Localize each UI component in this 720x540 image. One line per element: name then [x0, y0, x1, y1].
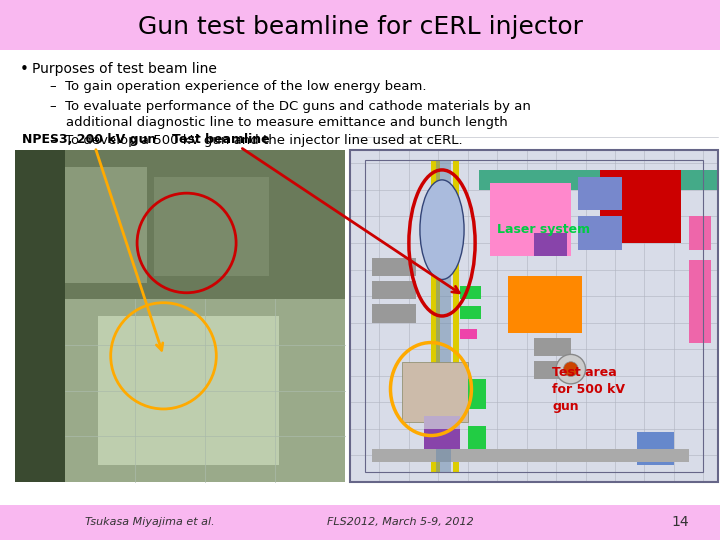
Text: Test beamline: Test beamline: [172, 133, 269, 146]
Text: –  To develop a 500 kV gun and the injector line used at cERL.: – To develop a 500 kV gun and the inject…: [50, 134, 463, 147]
Text: Test area
for 500 kV
gun: Test area for 500 kV gun: [552, 366, 626, 413]
Text: FLS2012, March 5-9, 2012: FLS2012, March 5-9, 2012: [327, 517, 473, 527]
Ellipse shape: [420, 180, 464, 280]
Bar: [350, 150, 718, 482]
Bar: [153, 177, 269, 276]
Bar: [65, 299, 345, 482]
Bar: [534, 338, 571, 356]
Bar: [65, 150, 345, 299]
Bar: [436, 160, 451, 472]
Text: –  To gain operation experience of the low energy beam.: – To gain operation experience of the lo…: [50, 80, 426, 93]
Bar: [423, 416, 460, 442]
Bar: [423, 429, 460, 449]
Bar: [460, 306, 481, 319]
Text: –  To evaluate performance of the DC guns and cathode materials by an: – To evaluate performance of the DC guns…: [50, 100, 531, 113]
Bar: [0, 0, 720, 50]
Bar: [0, 505, 720, 540]
Bar: [688, 260, 711, 342]
Bar: [534, 233, 567, 256]
Bar: [508, 276, 582, 333]
Bar: [468, 426, 486, 449]
Text: Gun test beamline for cERL injector: Gun test beamline for cERL injector: [138, 15, 582, 39]
Bar: [578, 177, 622, 210]
Bar: [490, 183, 571, 256]
Bar: [479, 170, 718, 190]
Bar: [468, 379, 486, 409]
Circle shape: [564, 362, 578, 376]
Bar: [372, 449, 688, 462]
Bar: [600, 170, 681, 243]
Text: •: •: [20, 62, 29, 77]
Bar: [65, 167, 147, 283]
Bar: [453, 160, 459, 472]
Bar: [578, 217, 622, 249]
Bar: [0, 50, 720, 505]
Bar: [350, 150, 718, 482]
Bar: [15, 150, 345, 482]
Bar: [460, 329, 477, 339]
Bar: [637, 432, 674, 465]
Bar: [688, 217, 711, 249]
Bar: [460, 286, 481, 299]
Text: 14: 14: [671, 515, 689, 529]
Bar: [15, 150, 65, 482]
Circle shape: [556, 354, 585, 384]
Bar: [431, 160, 440, 472]
Bar: [534, 361, 571, 379]
Bar: [402, 362, 468, 422]
Text: Laser system: Laser system: [498, 223, 590, 236]
Bar: [372, 281, 416, 299]
Bar: [372, 305, 416, 322]
Text: Purposes of test beam line: Purposes of test beam line: [32, 62, 217, 76]
Text: Tsukasa Miyajima et al.: Tsukasa Miyajima et al.: [85, 517, 215, 527]
Bar: [372, 258, 416, 276]
Bar: [365, 160, 703, 472]
Text: NPES3, 200 kV gun: NPES3, 200 kV gun: [22, 133, 156, 146]
Text: additional diagnostic line to measure emittance and bunch length: additional diagnostic line to measure em…: [66, 116, 508, 129]
Bar: [97, 316, 279, 465]
